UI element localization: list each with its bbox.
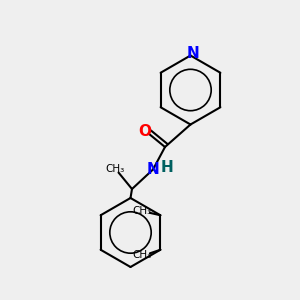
Text: CH₃: CH₃ [133,206,152,216]
Text: N: N [147,162,159,177]
Text: H: H [161,160,174,175]
Text: CH₃: CH₃ [133,250,152,260]
Text: O: O [138,124,152,139]
Text: N: N [187,46,199,61]
Text: CH₃: CH₃ [106,164,125,174]
